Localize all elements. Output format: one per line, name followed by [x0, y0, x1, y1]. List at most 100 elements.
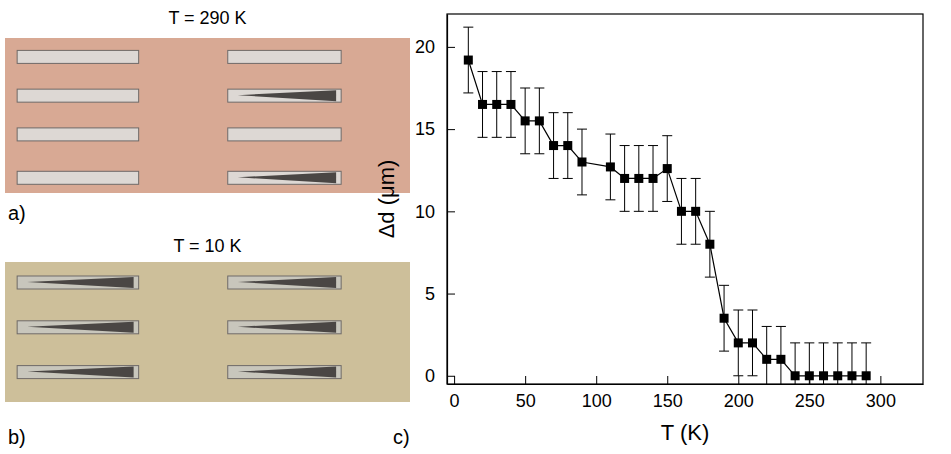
data-point [634, 174, 643, 183]
tick: 300 [866, 376, 896, 411]
tick: 50 [516, 376, 536, 411]
tick: 20 [415, 37, 455, 57]
photo-stripe [228, 89, 341, 102]
tick-label: 300 [866, 391, 896, 411]
data-point [535, 116, 544, 125]
tick: 0 [450, 376, 460, 411]
tick-label: 150 [653, 391, 683, 411]
data-point [833, 371, 842, 380]
tick-mark [596, 376, 597, 384]
tick-mark [447, 376, 455, 377]
x-axis-title: T (K) [661, 420, 709, 445]
photo-crack [27, 322, 133, 333]
error-bar [762, 326, 772, 384]
panel-title: T = 290 K [168, 8, 246, 28]
photo-panel [5, 262, 410, 402]
error-bar [776, 326, 786, 384]
tick: 200 [724, 376, 754, 411]
error-bar [648, 146, 658, 212]
tick-label: 100 [582, 391, 612, 411]
tick-label: 0 [450, 391, 460, 411]
data-point [762, 355, 771, 364]
tick-mark [525, 376, 526, 384]
photo-stripe [228, 128, 341, 141]
photo-stripe [228, 171, 341, 184]
tick: 150 [653, 376, 683, 411]
photo-stripe [17, 89, 138, 102]
tick: 0 [425, 366, 455, 386]
tick-label: 50 [516, 391, 536, 411]
error-bar [691, 178, 701, 244]
tick-label: 200 [724, 391, 754, 411]
axis-line [447, 15, 448, 385]
error-bar [634, 146, 644, 212]
y-axis-title: Δd (μm) [374, 160, 399, 239]
error-bar [534, 88, 544, 154]
error-bar [705, 211, 715, 277]
error-bar [662, 136, 672, 202]
error-bar [605, 134, 615, 200]
photo-stripe [228, 366, 341, 379]
error-bar [506, 72, 516, 138]
data-point [577, 158, 586, 167]
data-point [748, 338, 757, 347]
error-bar [676, 178, 686, 244]
y-axis: 0 5 10 15 20 [415, 15, 455, 387]
photo-stripe [17, 128, 138, 141]
photo-crack [27, 367, 133, 378]
data-point [521, 116, 530, 125]
data-point [862, 371, 871, 380]
tick-label: 0 [425, 366, 435, 386]
data-point [492, 100, 501, 109]
data-line [468, 60, 866, 376]
tick-mark [447, 47, 455, 48]
panel-label: b) [8, 426, 26, 448]
error-bar [520, 88, 530, 154]
tick-label: 10 [415, 202, 435, 222]
tick-label: 15 [415, 119, 435, 139]
photo-crack [238, 367, 336, 378]
error-bar [577, 129, 587, 195]
error-bar [747, 310, 757, 376]
photo-crack [238, 90, 336, 101]
tick-mark [447, 294, 455, 295]
photo-stripe [17, 50, 138, 63]
data-point [720, 314, 729, 323]
panel-title: T = 10 K [173, 236, 241, 256]
error-bar [463, 27, 473, 93]
data-point [563, 141, 572, 150]
data-point [506, 100, 515, 109]
tick-mark [447, 211, 455, 212]
data-point [549, 141, 558, 150]
photo-crack [238, 277, 336, 288]
tick-mark [667, 376, 668, 384]
error-bar [833, 343, 843, 384]
photo-stripe [17, 366, 138, 379]
error-bar [733, 310, 743, 376]
error-bar [620, 146, 630, 212]
error-bar [492, 72, 502, 138]
data-point [620, 174, 629, 183]
error-bar [804, 343, 814, 384]
panel-label: a) [8, 202, 26, 224]
data-point [791, 371, 800, 380]
data-point [478, 100, 487, 109]
photo-panel [5, 38, 410, 193]
tick-mark [738, 376, 739, 384]
figure: T = 290 Ka)T = 10 Kb)0501001502002503000… [0, 0, 951, 454]
axis-line [448, 384, 924, 385]
tick-mark [454, 376, 455, 384]
photo-crack [238, 172, 336, 183]
data-point [649, 174, 658, 183]
photo-background [5, 262, 410, 402]
data-point [464, 56, 473, 65]
photo-stripe [17, 276, 138, 289]
tick-label: 5 [425, 284, 435, 304]
plot-frame [447, 14, 923, 384]
error-bar [719, 285, 729, 351]
photo-crack [238, 322, 336, 333]
tick-mark [880, 376, 881, 384]
photo-stripe [17, 171, 138, 184]
tick-label: 20 [415, 37, 435, 57]
error-bar [819, 343, 829, 384]
